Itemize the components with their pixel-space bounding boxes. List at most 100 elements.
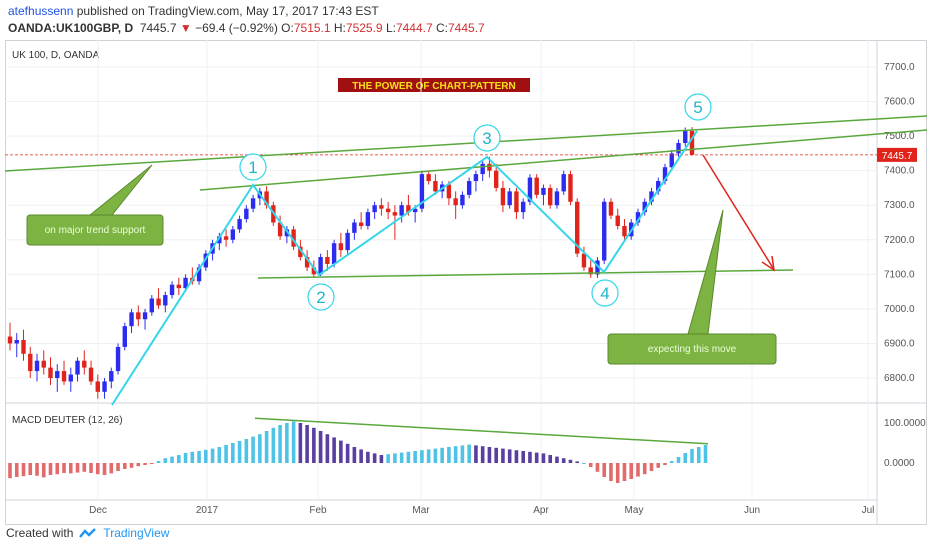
macd-bar (555, 456, 559, 463)
price-tick-label: 7000.0 (884, 304, 915, 315)
macd-bar (102, 463, 107, 475)
price-tick-label: 7200.0 (884, 235, 915, 246)
macd-bar (541, 453, 546, 463)
macd-bar (399, 452, 404, 463)
macd-bar (420, 450, 424, 463)
publish-line: atefhussenn published on TradingView.com… (8, 4, 379, 18)
macd-bar (494, 447, 498, 463)
macd-bar (55, 463, 60, 475)
macd-bar (467, 444, 471, 463)
candle-body (662, 167, 668, 182)
candle-body (14, 339, 19, 344)
macd-bar (568, 459, 573, 463)
change-value: −69.4 (−0.92%) (195, 21, 278, 35)
macd-bar (197, 451, 201, 463)
last-price-tag-label: 7445.7 (882, 151, 913, 162)
macd-bar (588, 463, 593, 467)
callout-support-text: on major trend support (45, 225, 146, 236)
candle-body (129, 312, 134, 327)
author-link[interactable]: atefhussenn (8, 4, 74, 18)
banner-text: THE POWER OF CHART-PATTERN (352, 81, 516, 92)
candle-body (183, 277, 188, 289)
macd-bar (298, 423, 303, 463)
macd-bar (615, 463, 620, 483)
candle-body (602, 201, 607, 261)
candle-body (142, 312, 148, 320)
candle-body (61, 371, 67, 382)
time-tick-label: Apr (533, 505, 549, 516)
macd-bar (339, 440, 343, 463)
macd-bar (177, 455, 181, 463)
macd-bar (514, 450, 519, 463)
candle-body (615, 215, 620, 226)
candle-body (7, 336, 13, 344)
candle-body (595, 260, 600, 275)
macd-bar (413, 451, 417, 463)
macd-bar (487, 447, 492, 463)
macd-bar (163, 458, 168, 463)
candle-body (561, 174, 566, 192)
wave-label: 1 (248, 158, 257, 177)
macd-bar (332, 437, 336, 463)
candle-body (48, 367, 53, 378)
macd-bar (129, 463, 134, 468)
macd-bar (35, 463, 39, 476)
macd-bar (150, 463, 154, 464)
last-price-tag (877, 147, 917, 162)
candle-body (514, 191, 519, 213)
wave-path (111, 130, 698, 406)
candle-body (358, 222, 364, 226)
macd-bar (190, 451, 195, 463)
tradingview-logo-icon (79, 528, 97, 538)
macd-bar (291, 421, 296, 463)
candle-body (122, 326, 127, 347)
macd-bar (244, 439, 249, 463)
candle-body (55, 371, 60, 378)
candle-body (41, 360, 46, 368)
candle-body (109, 371, 114, 382)
candle-body (588, 267, 593, 275)
price-tick-label: 7600.0 (884, 97, 915, 108)
macd-bar (622, 463, 627, 481)
candle-body (298, 246, 303, 258)
wave-circle (239, 153, 267, 181)
macd-bar (345, 443, 350, 463)
macd-bar (534, 452, 539, 463)
candle-body (21, 339, 26, 354)
wave-label: 5 (693, 98, 702, 117)
candle-body (28, 353, 33, 372)
macd-bar (68, 463, 73, 474)
candle-body (656, 181, 661, 192)
macd-bar (528, 451, 532, 463)
macd-bar (521, 451, 525, 463)
time-tick-label: Dec (89, 505, 107, 516)
chart-frame (5, 40, 927, 525)
candle-body (406, 205, 411, 213)
macd-bar (224, 445, 228, 463)
candle-body (331, 243, 337, 264)
tradingview-brand[interactable]: TradingView (103, 526, 170, 540)
macd-bar (28, 463, 33, 475)
time-tick-label: May (625, 505, 644, 516)
candle-body (534, 177, 539, 195)
macd-bar (109, 463, 114, 474)
high-value: 7525.9 (345, 21, 383, 35)
price-tick-label: 7500.0 (884, 131, 915, 142)
macd-bar (595, 463, 600, 472)
macd-bar (271, 427, 276, 463)
macd-bar (366, 451, 370, 463)
candle-body (554, 191, 560, 206)
candle-body (345, 232, 350, 251)
macd-bar (649, 463, 654, 471)
macd-bar (440, 447, 444, 463)
macd-bar (170, 456, 174, 463)
macd-bar (460, 445, 465, 463)
price-tick-label: 7400.0 (884, 166, 915, 177)
macd-bar (669, 461, 674, 463)
macd-bar (447, 447, 451, 463)
macd-bar (305, 425, 309, 463)
price-tick-label: 7700.0 (884, 62, 915, 73)
macd-bar (656, 463, 661, 468)
banner-box (338, 78, 530, 92)
